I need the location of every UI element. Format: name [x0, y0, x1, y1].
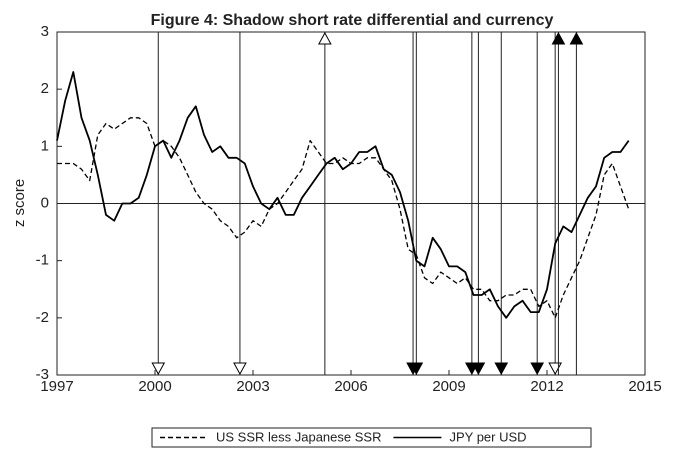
x-tick-label: 2000: [138, 378, 171, 395]
event-arrow: [471, 362, 486, 376]
event-arrow: [233, 362, 247, 376]
series-line: [57, 117, 630, 319]
y-tick-label: 2: [41, 80, 49, 97]
x-tick-label: 2012: [530, 378, 563, 395]
event-arrow: [551, 31, 566, 45]
y-axis-label: z score: [11, 179, 28, 227]
y-tick-label: -1: [36, 252, 49, 269]
chart-title: Figure 4: Shadow short rate differential…: [151, 12, 554, 29]
x-tick-label: 1997: [40, 378, 73, 395]
event-arrow: [151, 362, 166, 376]
y-tick-label: -2: [36, 309, 49, 326]
event-arrow: [318, 31, 332, 45]
x-tick-label: 2003: [236, 378, 269, 395]
event-arrow: [409, 362, 424, 376]
y-tick-label: -3: [36, 366, 49, 383]
x-tick-label: 2015: [628, 378, 661, 395]
event-arrow: [569, 31, 584, 45]
x-tick-label: 2009: [432, 378, 465, 395]
y-tick-label: 3: [41, 23, 49, 40]
legend-label: US SSR less Japanese SSR: [216, 429, 381, 444]
y-tick-label: 1: [41, 137, 49, 154]
event-arrow: [530, 362, 545, 376]
y-tick-label: 0: [41, 194, 49, 211]
series-line: [56, 71, 630, 319]
legend-label: JPY per USD: [449, 429, 526, 444]
event-arrow: [494, 362, 509, 376]
legend-box: [151, 427, 592, 448]
x-tick-label: 2006: [334, 378, 367, 395]
event-arrow: [548, 362, 563, 376]
